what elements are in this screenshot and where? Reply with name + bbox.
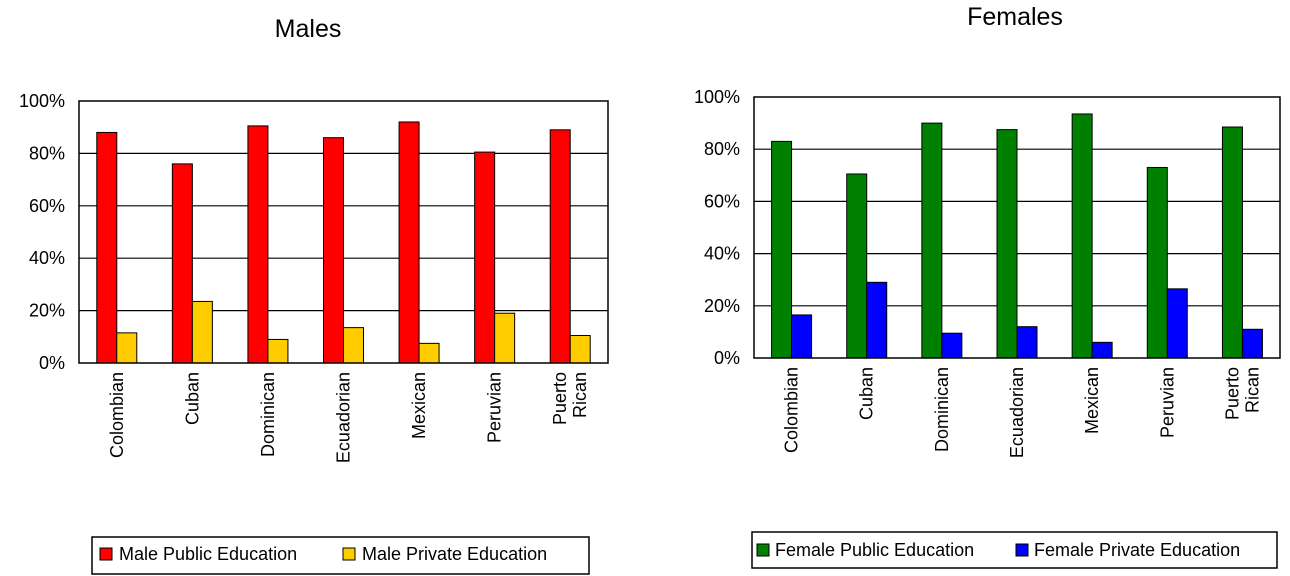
- females-bar-private: [791, 314, 813, 359]
- females-bar-private: [1166, 288, 1188, 359]
- males-bar-private: [267, 338, 289, 364]
- females-chart-title: Females: [967, 3, 1063, 31]
- males-bar-public: [398, 121, 420, 364]
- females-bar-private: [1241, 328, 1263, 359]
- males-legend: Male Public Education Male Private Educa…: [91, 536, 590, 575]
- males-legend-label-private: Male Private Education: [362, 544, 547, 564]
- females-legend-swatch-public: [756, 543, 770, 557]
- females-x-tick-label: Mexican: [1082, 367, 1102, 434]
- males-x-tick-label: Dominican: [258, 372, 278, 457]
- males-x-tick-label: PuertoRican: [550, 372, 590, 425]
- females-bar-private: [941, 332, 963, 359]
- males-bar-private: [494, 312, 516, 364]
- females-y-tick-labels: 0% 20% 40% 60% 80% 100%: [694, 87, 740, 368]
- males-legend-label-public: Male Public Education: [119, 544, 297, 564]
- males-bar-private: [116, 332, 138, 364]
- males-bar-private: [191, 300, 213, 364]
- females-x-tick-label: PuertoRican: [1222, 367, 1262, 420]
- males-bar-public: [323, 137, 344, 364]
- males-x-tick-label: Cuban: [182, 372, 202, 425]
- females-y-tick-label: 0%: [714, 348, 740, 368]
- females-y-tick-label: 20%: [704, 296, 740, 316]
- males-x-tick-label: Peruvian: [485, 372, 505, 443]
- males-bar-public: [96, 131, 118, 364]
- males-y-tick-label: 80%: [29, 143, 65, 163]
- males-x-tick-label: Ecuadorian: [334, 372, 354, 463]
- females-x-tick-label: Colombian: [782, 367, 802, 453]
- males-bar-private: [343, 327, 364, 364]
- males-legend-box: [91, 536, 590, 575]
- males-x-tick-labels: Colombian Cuban Dominican Ecuadorian Mexican…: [107, 372, 590, 463]
- males-y-tick-label: 40%: [29, 248, 65, 268]
- females-bar-public: [846, 173, 868, 359]
- females-bar-public: [996, 129, 1018, 359]
- females-plot-frame: [753, 96, 1281, 359]
- males-bar-private: [418, 342, 440, 364]
- males-y-tick-label: 20%: [29, 301, 65, 321]
- males-plot-frame: [78, 100, 609, 364]
- females-x-tick-label: Ecuadorian: [1007, 367, 1027, 458]
- males-chart: Males 0% 20% 40% 60% 80% 100% Colombian Cuban D…: [19, 15, 609, 575]
- females-bar-public: [921, 122, 943, 359]
- females-bar-public: [1146, 166, 1168, 359]
- females-x-tick-label: Dominican: [932, 367, 952, 452]
- females-bar-private: [1091, 341, 1113, 359]
- males-y-tick-labels: 0% 20% 40% 60% 80% 100%: [19, 91, 65, 373]
- females-y-tick-label: 40%: [704, 244, 740, 264]
- males-legend-swatch-private: [342, 547, 356, 561]
- females-bars: [771, 113, 1263, 359]
- females-chart: Females 0% 20% 40% 60% 80% 100% Colombian Cuba…: [694, 3, 1281, 569]
- males-y-tick-label: 0%: [39, 353, 65, 373]
- females-legend-swatch-private: [1015, 543, 1029, 557]
- females-y-tick-label: 100%: [694, 87, 740, 107]
- females-x-tick-label: Cuban: [857, 367, 877, 420]
- males-chart-title: Males: [275, 15, 342, 43]
- females-y-tick-label: 60%: [704, 191, 740, 211]
- females-bar-public: [771, 140, 793, 359]
- females-bar-private: [1016, 326, 1038, 359]
- males-legend-swatch-public: [99, 547, 113, 561]
- males-bar-public: [549, 129, 571, 364]
- males-y-tick-label: 60%: [29, 196, 65, 216]
- males-bars: [96, 121, 591, 364]
- males-bar-private: [569, 334, 591, 364]
- males-bar-public: [171, 163, 193, 364]
- females-bar-private: [866, 281, 888, 359]
- females-legend-label-private: Female Private Education: [1034, 540, 1240, 560]
- females-legend-box: [751, 531, 1278, 569]
- males-x-tick-label: Colombian: [107, 372, 127, 458]
- females-legend: Female Public Education Female Private E…: [751, 531, 1278, 569]
- males-x-tick-label: Mexican: [409, 372, 429, 439]
- females-bar-public: [1071, 113, 1093, 359]
- females-legend-label-public: Female Public Education: [775, 540, 974, 560]
- males-bar-public: [247, 125, 269, 364]
- females-x-tick-label: Peruvian: [1157, 367, 1177, 438]
- males-bar-public: [474, 151, 496, 364]
- females-y-tick-label: 80%: [704, 139, 740, 159]
- females-bar-public: [1221, 126, 1243, 359]
- males-y-tick-label: 100%: [19, 91, 65, 111]
- females-x-tick-labels: Colombian Cuban Dominican Ecuadorian Mexican…: [782, 367, 1263, 458]
